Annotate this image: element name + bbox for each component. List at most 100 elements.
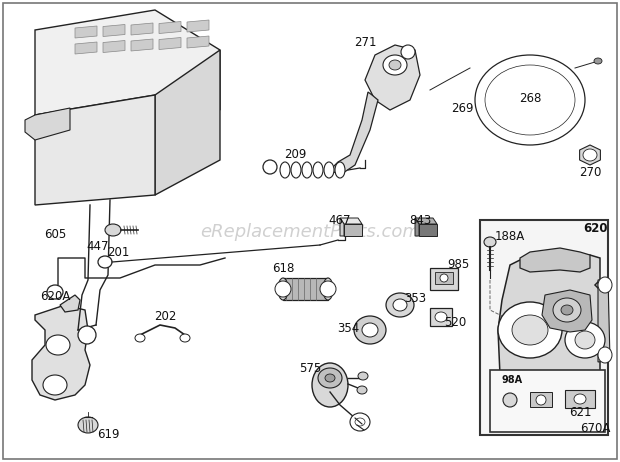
Ellipse shape bbox=[323, 278, 333, 300]
Text: 98A: 98A bbox=[502, 375, 523, 385]
Text: 268: 268 bbox=[519, 91, 541, 104]
Ellipse shape bbox=[389, 60, 401, 70]
Text: 620A: 620A bbox=[40, 290, 70, 303]
Ellipse shape bbox=[561, 305, 573, 315]
Ellipse shape bbox=[278, 278, 288, 300]
Text: 271: 271 bbox=[354, 36, 376, 49]
Ellipse shape bbox=[435, 312, 447, 322]
Ellipse shape bbox=[594, 58, 602, 64]
Text: 620: 620 bbox=[583, 221, 607, 235]
Ellipse shape bbox=[350, 413, 370, 431]
Ellipse shape bbox=[515, 387, 535, 403]
Polygon shape bbox=[520, 248, 590, 272]
Polygon shape bbox=[344, 224, 362, 236]
Ellipse shape bbox=[135, 334, 145, 342]
Polygon shape bbox=[155, 50, 220, 195]
Polygon shape bbox=[419, 224, 437, 236]
Ellipse shape bbox=[280, 162, 290, 178]
Polygon shape bbox=[187, 36, 209, 48]
Polygon shape bbox=[542, 290, 592, 332]
Bar bbox=[435, 272, 453, 284]
Bar bbox=[565, 390, 595, 408]
Ellipse shape bbox=[275, 281, 291, 297]
Polygon shape bbox=[187, 20, 209, 32]
Bar bbox=[530, 392, 552, 407]
Text: 201: 201 bbox=[107, 247, 129, 260]
Text: eReplacementParts.com: eReplacementParts.com bbox=[200, 223, 420, 241]
Ellipse shape bbox=[325, 374, 335, 382]
Ellipse shape bbox=[570, 382, 590, 398]
Polygon shape bbox=[159, 37, 181, 49]
Ellipse shape bbox=[440, 274, 448, 282]
Text: 353: 353 bbox=[404, 292, 426, 304]
Ellipse shape bbox=[383, 55, 407, 75]
Text: 354: 354 bbox=[337, 322, 359, 334]
Ellipse shape bbox=[312, 363, 348, 407]
Bar bbox=[283, 278, 328, 300]
Ellipse shape bbox=[180, 334, 190, 342]
Polygon shape bbox=[498, 252, 600, 408]
Polygon shape bbox=[103, 41, 125, 53]
Polygon shape bbox=[598, 278, 610, 362]
Polygon shape bbox=[580, 145, 600, 165]
Polygon shape bbox=[330, 92, 378, 175]
Ellipse shape bbox=[358, 372, 368, 380]
Ellipse shape bbox=[47, 285, 63, 299]
Ellipse shape bbox=[598, 277, 612, 293]
Polygon shape bbox=[103, 24, 125, 36]
Text: 575: 575 bbox=[299, 361, 321, 375]
Ellipse shape bbox=[575, 331, 595, 349]
Polygon shape bbox=[35, 95, 155, 205]
Text: 985: 985 bbox=[447, 259, 469, 272]
Text: 202: 202 bbox=[154, 310, 176, 322]
Ellipse shape bbox=[105, 224, 121, 236]
Ellipse shape bbox=[324, 162, 334, 178]
Ellipse shape bbox=[263, 160, 277, 174]
Ellipse shape bbox=[362, 323, 378, 337]
Polygon shape bbox=[25, 108, 70, 140]
Ellipse shape bbox=[485, 65, 575, 135]
Ellipse shape bbox=[498, 302, 562, 358]
Ellipse shape bbox=[598, 347, 612, 363]
Ellipse shape bbox=[512, 315, 548, 345]
Polygon shape bbox=[365, 45, 420, 110]
Text: 467: 467 bbox=[329, 213, 352, 226]
Ellipse shape bbox=[386, 293, 414, 317]
Text: 621: 621 bbox=[569, 407, 591, 419]
Polygon shape bbox=[32, 305, 90, 400]
Ellipse shape bbox=[503, 393, 517, 407]
Text: 618: 618 bbox=[272, 261, 294, 274]
Ellipse shape bbox=[313, 162, 323, 178]
Polygon shape bbox=[131, 23, 153, 35]
Polygon shape bbox=[131, 39, 153, 51]
Polygon shape bbox=[159, 22, 181, 34]
Bar bbox=[480, 220, 608, 435]
Polygon shape bbox=[340, 218, 344, 236]
Ellipse shape bbox=[335, 162, 345, 178]
Ellipse shape bbox=[43, 375, 67, 395]
Polygon shape bbox=[35, 10, 220, 115]
Polygon shape bbox=[60, 295, 80, 312]
Bar bbox=[490, 370, 605, 432]
Ellipse shape bbox=[320, 281, 336, 297]
Text: 520: 520 bbox=[444, 316, 466, 329]
Polygon shape bbox=[415, 218, 437, 224]
Ellipse shape bbox=[357, 386, 367, 394]
Ellipse shape bbox=[318, 368, 342, 388]
Text: 270: 270 bbox=[579, 165, 601, 178]
Ellipse shape bbox=[302, 162, 312, 178]
Ellipse shape bbox=[291, 162, 301, 178]
Text: 619: 619 bbox=[97, 428, 119, 442]
Ellipse shape bbox=[536, 395, 546, 405]
Bar bbox=[430, 308, 452, 326]
Ellipse shape bbox=[574, 394, 586, 404]
Ellipse shape bbox=[78, 417, 98, 433]
Ellipse shape bbox=[475, 55, 585, 145]
Ellipse shape bbox=[98, 256, 112, 268]
Text: 269: 269 bbox=[451, 102, 473, 115]
Ellipse shape bbox=[78, 326, 96, 344]
Ellipse shape bbox=[484, 237, 496, 247]
Polygon shape bbox=[340, 218, 362, 224]
Ellipse shape bbox=[46, 335, 70, 355]
Text: 447: 447 bbox=[87, 239, 109, 253]
